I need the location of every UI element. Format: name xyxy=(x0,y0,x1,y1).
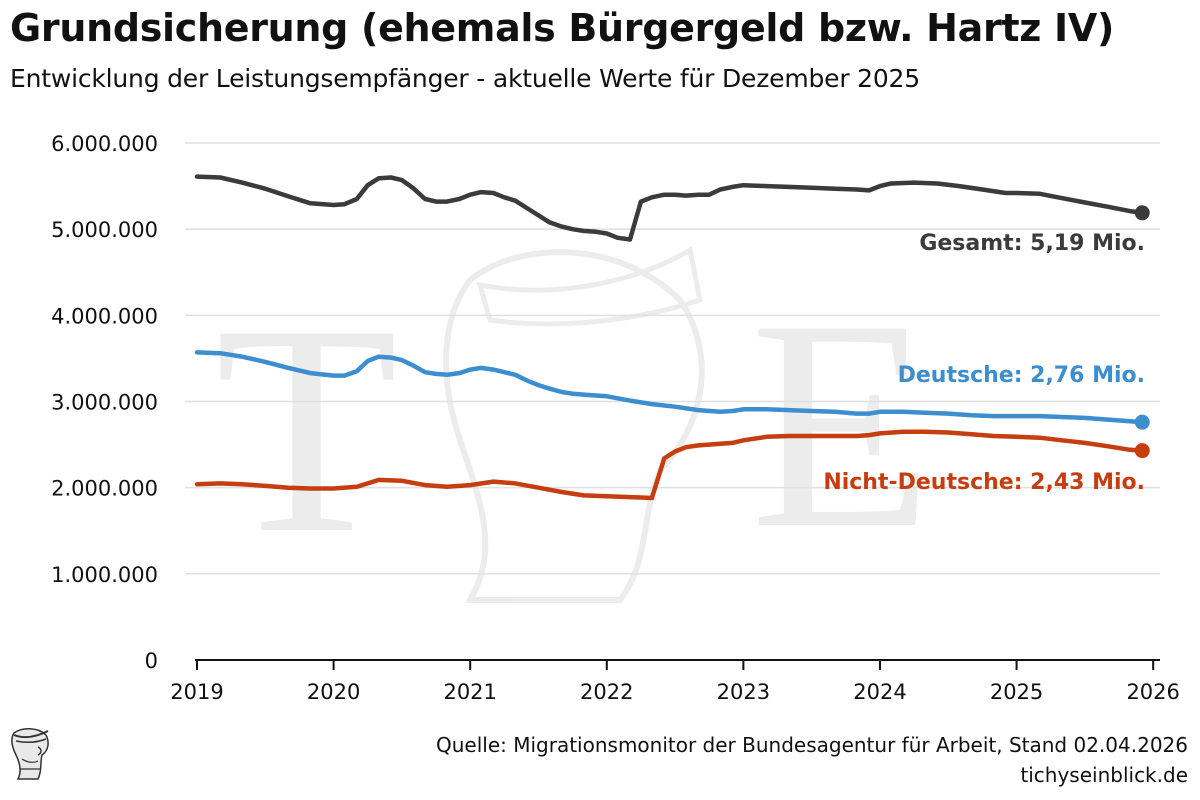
gridlines xyxy=(185,142,1160,575)
y-tick-label: 6.000.000 xyxy=(51,132,158,156)
y-tick-label: 3.000.000 xyxy=(51,391,158,415)
series-end-marker-gesamt xyxy=(1134,205,1150,221)
series-labels: Gesamt: 5,19 Mio. Deutsche: 2,76 Mio. Nich… xyxy=(823,231,1145,495)
series-lines xyxy=(194,174,1150,501)
x-tick-label: 2021 xyxy=(443,680,496,704)
x-tick-label: 2026 xyxy=(1126,680,1179,704)
x-tick-label: 2019 xyxy=(170,680,223,704)
series-end-marker-nicht-deutsche xyxy=(1134,443,1150,459)
y-tick-label: 5.000.000 xyxy=(51,218,158,242)
chart-subtitle: Entwicklung der Leistungsempfänger - akt… xyxy=(10,64,920,93)
watermark-logo: T E xyxy=(215,246,933,603)
svg-text:T: T xyxy=(215,263,398,595)
site-credit: tichyseinblick.de xyxy=(1020,763,1188,787)
series-line-deutsche xyxy=(194,350,1145,425)
series-end-marker-deutsche xyxy=(1134,414,1150,430)
svg-text:E: E xyxy=(750,258,933,590)
axes: 0 1.000.000 2.000.000 3.000.000 4.000.000 5.0… xyxy=(51,132,1180,704)
publisher-logo-icon xyxy=(11,728,49,780)
y-tick-label: 0 xyxy=(145,649,158,673)
series-label-gesamt: Gesamt: 5,19 Mio. xyxy=(919,231,1145,256)
y-tick-label: 4.000.000 xyxy=(51,304,158,328)
series-line-nicht-deutsche xyxy=(194,429,1145,501)
x-tick-label: 2024 xyxy=(853,680,906,704)
series-label-nicht-deutsche: Nicht-Deutsche: 2,43 Mio. xyxy=(823,470,1145,495)
series-label-deutsche: Deutsche: 2,76 Mio. xyxy=(898,363,1145,388)
source-note: Quelle: Migrationsmonitor der Bundesagen… xyxy=(435,733,1188,757)
chart-title: Grundsicherung (ehemals Bürgergeld bzw. … xyxy=(10,6,1115,50)
x-tick-label: 2020 xyxy=(307,680,360,704)
x-tick-label: 2022 xyxy=(580,680,633,704)
y-tick-label: 1.000.000 xyxy=(51,563,158,587)
x-tick-label: 2025 xyxy=(990,680,1043,704)
y-tick-label: 2.000.000 xyxy=(51,477,158,501)
x-tick-label: 2023 xyxy=(717,680,770,704)
series-line-gesamt xyxy=(194,174,1145,242)
